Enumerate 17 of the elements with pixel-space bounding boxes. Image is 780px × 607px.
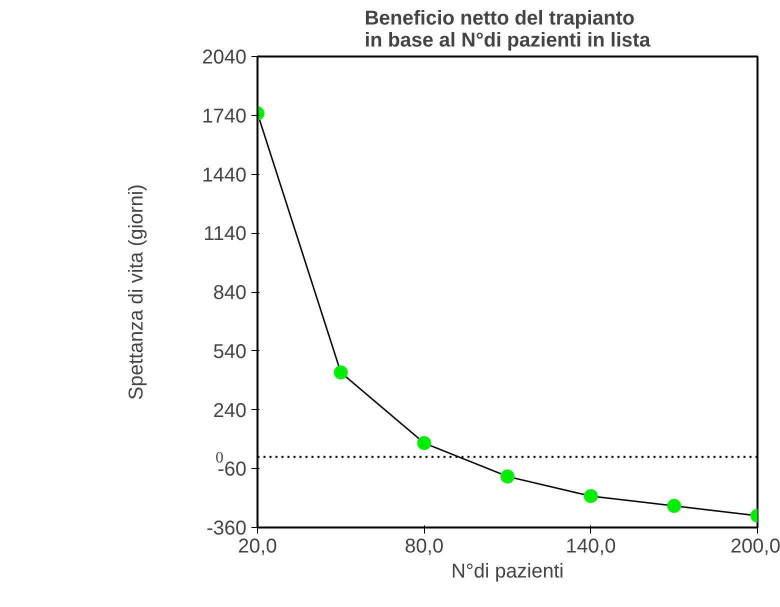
y-tick-label: 1740 [202, 105, 247, 128]
y-axis-title: Spettanza di vita (giorni) [126, 184, 148, 400]
y-tick-label: 540 [213, 340, 247, 363]
ref-line-label: 0 [216, 449, 224, 466]
point [417, 436, 432, 450]
y-tick-label: 2040 [202, 46, 247, 68]
y-tick-label: 1440 [202, 164, 247, 186]
point [500, 469, 514, 484]
chart-title: Beneficio netto del trapianto in base al N°di pazienti in lista [364, 8, 652, 52]
x-tick-label: 140,0 [566, 536, 616, 558]
y-tick-label: 1140 [203, 223, 247, 246]
y-tick-label: 840 [213, 282, 247, 304]
point [584, 489, 598, 504]
y-tick-label: 240 [213, 400, 247, 422]
x-tick-label: 200,0 [730, 536, 780, 558]
x-axis-title: N°di pazienti [451, 560, 564, 582]
x-tick-label: 80,0 [404, 536, 444, 558]
